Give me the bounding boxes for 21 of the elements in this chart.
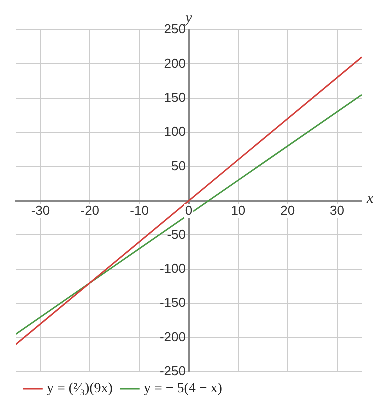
y-tick-label: -150 (160, 295, 186, 310)
x-tick-label: -20 (80, 203, 100, 218)
x-tick-label: 30 (330, 203, 345, 218)
x-tick-label: 10 (231, 203, 246, 218)
y-tick-label: 200 (164, 56, 186, 71)
x-tick-label: 0 (185, 203, 193, 218)
y-tick-label: -200 (160, 329, 186, 344)
y-axis-title: y (184, 10, 193, 26)
legend-label: y = − 5(4 − x) (144, 382, 223, 397)
y-tick-label: 250 (164, 22, 186, 37)
legend-label: y = (²⁄₃)(9x) (47, 382, 114, 397)
x-tick-label: -30 (31, 203, 50, 218)
y-tick-label: -50 (167, 226, 186, 242)
x-axis-title: x (366, 190, 374, 207)
y-tick-label: 150 (164, 90, 186, 105)
y-tick-label: -100 (160, 260, 186, 276)
x-tick-label: 20 (280, 203, 296, 218)
y-tick-label: 100 (164, 124, 186, 140)
x-tick-label: -10 (130, 203, 149, 218)
y-tick-label: -250 (160, 364, 186, 379)
y-tick-label: 50 (172, 158, 186, 174)
